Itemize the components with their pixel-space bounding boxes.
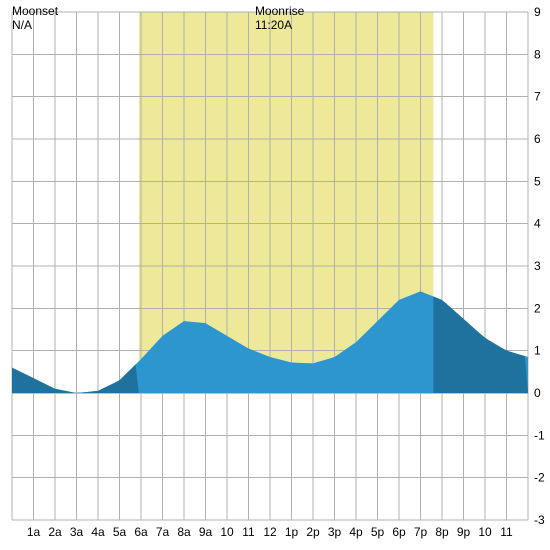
svg-text:11: 11 bbox=[242, 525, 255, 539]
chart-svg: -3-2-10123456789 1a2a3a4a5a6a7a8a9a10111… bbox=[0, 0, 550, 550]
svg-text:9: 9 bbox=[534, 5, 541, 19]
svg-text:7a: 7a bbox=[156, 525, 170, 539]
svg-text:2a: 2a bbox=[48, 525, 62, 539]
svg-text:5: 5 bbox=[534, 174, 541, 188]
y-axis-ticks: -3 -2 -1 0 1 2 3 4 5 6 7 8 9 bbox=[534, 5, 545, 527]
svg-text:-1: -1 bbox=[534, 428, 545, 442]
svg-text:3a: 3a bbox=[70, 525, 84, 539]
svg-text:6p: 6p bbox=[392, 525, 406, 539]
svg-text:4p: 4p bbox=[349, 525, 363, 539]
svg-text:2: 2 bbox=[534, 301, 541, 315]
x-axis-ticks: 1a 2a 3a 4a 5a 6a 7a 8a 9a 10 11 12 1p 2p 3p 4p 5p 6p 7p 8p… bbox=[27, 525, 513, 539]
svg-text:8a: 8a bbox=[177, 525, 191, 539]
svg-text:11: 11 bbox=[500, 525, 513, 539]
moonrise-value: 11:20A bbox=[255, 18, 304, 32]
svg-text:6a: 6a bbox=[134, 525, 148, 539]
svg-text:1a: 1a bbox=[27, 525, 41, 539]
svg-text:-3: -3 bbox=[534, 513, 545, 527]
svg-text:2p: 2p bbox=[306, 525, 320, 539]
svg-text:3p: 3p bbox=[328, 525, 342, 539]
svg-text:7: 7 bbox=[534, 90, 541, 104]
svg-text:5p: 5p bbox=[371, 525, 385, 539]
svg-text:1p: 1p bbox=[285, 525, 299, 539]
svg-text:4: 4 bbox=[534, 217, 541, 231]
svg-text:4a: 4a bbox=[91, 525, 105, 539]
tide-chart: { "chart": { "type": "area", "width": 55… bbox=[0, 0, 550, 550]
moonset-title: Moonset bbox=[12, 4, 58, 18]
svg-text:0: 0 bbox=[534, 386, 541, 400]
svg-text:1: 1 bbox=[534, 344, 541, 358]
svg-text:3: 3 bbox=[534, 259, 541, 273]
svg-text:-2: -2 bbox=[534, 471, 545, 485]
svg-text:10: 10 bbox=[478, 525, 492, 539]
svg-text:10: 10 bbox=[220, 525, 234, 539]
moonrise-title: Moonrise bbox=[255, 4, 304, 18]
svg-text:9p: 9p bbox=[457, 525, 471, 539]
grid bbox=[12, 12, 528, 520]
moonrise-label: Moonrise 11:20A bbox=[255, 4, 304, 32]
svg-text:8p: 8p bbox=[435, 525, 449, 539]
svg-text:8: 8 bbox=[534, 47, 541, 61]
moonset-label: Moonset N/A bbox=[12, 4, 58, 32]
svg-text:5a: 5a bbox=[113, 525, 127, 539]
svg-text:9a: 9a bbox=[199, 525, 213, 539]
svg-text:12: 12 bbox=[263, 525, 277, 539]
moonset-value: N/A bbox=[12, 18, 58, 32]
svg-text:7p: 7p bbox=[414, 525, 428, 539]
svg-text:6: 6 bbox=[534, 132, 541, 146]
